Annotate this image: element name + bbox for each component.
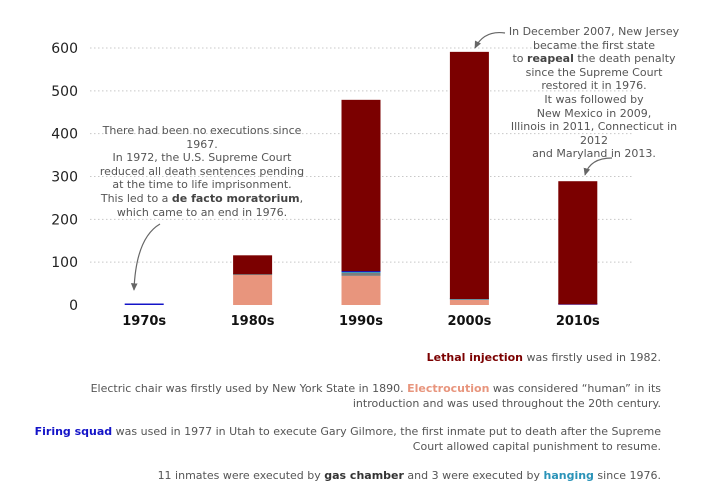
bar-segment xyxy=(341,99,381,272)
lethal-injection-label: Lethal injection xyxy=(426,351,524,364)
x-tick-label: 1980s xyxy=(231,314,275,329)
bar-segment xyxy=(341,270,381,273)
states-arrow xyxy=(583,157,613,176)
annotation-line: In 1972, the U.S. Supreme Court xyxy=(112,151,292,165)
firing-squad-note: Firing squad was used in 1977 in Utah to… xyxy=(34,425,661,453)
repeal-arrow xyxy=(474,31,506,49)
repeal-annotation: In December 2007, New Jersey became the … xyxy=(500,25,688,161)
bar-segment xyxy=(449,299,489,305)
annotation-line: to reapeal the death penalty xyxy=(512,52,676,66)
y-tick-label: 500 xyxy=(51,84,78,100)
annotation-line: Illinois in 2011, Connecticut in 2012 xyxy=(510,120,678,147)
bar-segment xyxy=(558,181,598,305)
x-tick-label: 1970s xyxy=(122,314,166,329)
electrocution-label: Electrocution xyxy=(407,382,490,395)
y-tick-label: 300 xyxy=(51,170,78,186)
hanging-label: hanging xyxy=(543,469,594,482)
moratorium-annotation: There had been no executions since 1967.… xyxy=(88,124,316,219)
bar-segment xyxy=(124,303,164,305)
electrocution-note: Electric chair was firstly used by New Y… xyxy=(90,382,661,410)
bar-segment xyxy=(341,275,381,305)
y-tick-label: 600 xyxy=(51,41,78,57)
annotation-line: New Mexico in 2009, xyxy=(536,106,652,120)
moratorium-emphasis: de facto moratorium xyxy=(171,191,300,205)
annotation-line: reduced all death sentences pending xyxy=(99,164,305,178)
firing-squad-label: Firing squad xyxy=(34,425,113,438)
bar-chart: 0 100 200 300 400 500 600 1970s 1980s 1990s 2000s… xyxy=(51,31,632,329)
bar-segment xyxy=(341,271,381,273)
x-tick-label: 2000s xyxy=(447,314,491,329)
y-tick-label: 400 xyxy=(51,127,78,143)
bars xyxy=(124,51,598,305)
gas-hanging-note: 11 inmates were executed by gas chamber … xyxy=(157,469,661,482)
annotation-line: at the time to life imprisonment. xyxy=(112,178,292,192)
annotation-arrows xyxy=(130,31,613,291)
lethal-injection-note: Lethal injection was firstly used in 198… xyxy=(426,351,661,364)
annotation-line: restored it in 1976. xyxy=(541,79,647,93)
bar-segment xyxy=(341,272,381,276)
y-tick-label: 200 xyxy=(51,212,78,228)
bar-segment xyxy=(233,255,273,275)
x-tick-label: 1990s xyxy=(339,314,383,329)
moratorium-arrow xyxy=(130,223,161,291)
x-tick-label: 2010s xyxy=(556,314,600,329)
bar-segment xyxy=(449,51,489,300)
repeal-emphasis: reapeal xyxy=(527,52,574,66)
annotation-line: There had been no executions since 1967. xyxy=(102,124,302,151)
bar-segment xyxy=(233,275,273,305)
x-axis-ticks: 1970s 1980s 1990s 2000s 2010s xyxy=(122,314,600,329)
annotation-line: In December 2007, New Jersey xyxy=(508,25,680,38)
annotation-line: This led to a de facto moratorium, xyxy=(100,191,304,205)
gas-chamber-label: gas chamber xyxy=(324,469,404,482)
y-axis-ticks: 0 100 200 300 400 500 600 xyxy=(51,41,78,314)
annotation-line: became the first state xyxy=(533,38,655,52)
bar-segment xyxy=(233,273,273,276)
annotation-line: since the Supreme Court xyxy=(525,65,663,79)
annotation-line: and Maryland in 2013. xyxy=(532,147,656,161)
y-tick-label: 0 xyxy=(69,298,78,314)
y-tick-label: 100 xyxy=(51,255,78,271)
annotation-line: It was followed by xyxy=(544,92,644,106)
annotation-line: which came to an end in 1976. xyxy=(116,205,288,219)
